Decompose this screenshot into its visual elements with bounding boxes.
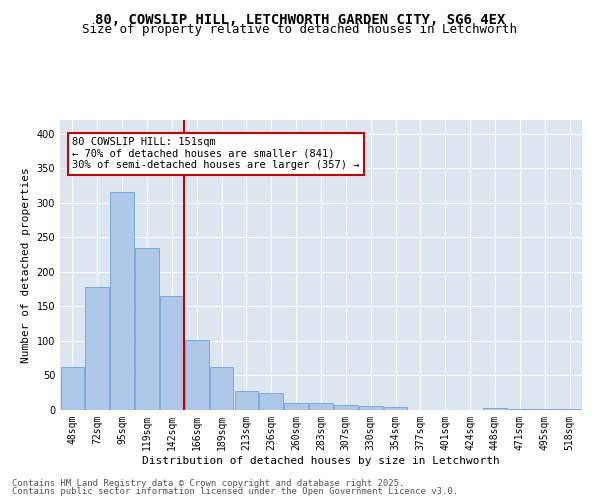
Bar: [259, 394, 283, 410]
Bar: [558, 408, 581, 410]
Text: 80 COWSLIP HILL: 151sqm
← 70% of detached houses are smaller (841)
30% of semi-d: 80 COWSLIP HILL: 151sqm ← 70% of detache…: [73, 138, 360, 170]
Bar: [483, 408, 507, 410]
Bar: [284, 403, 308, 410]
Text: Contains public sector information licensed under the Open Government Licence v3: Contains public sector information licen…: [12, 487, 458, 496]
Bar: [185, 340, 209, 410]
Text: 80, COWSLIP HILL, LETCHWORTH GARDEN CITY, SG6 4EX: 80, COWSLIP HILL, LETCHWORTH GARDEN CITY…: [95, 12, 505, 26]
Bar: [210, 367, 233, 410]
X-axis label: Distribution of detached houses by size in Letchworth: Distribution of detached houses by size …: [142, 456, 500, 466]
Bar: [61, 366, 84, 410]
Bar: [384, 407, 407, 410]
Y-axis label: Number of detached properties: Number of detached properties: [21, 167, 31, 363]
Bar: [235, 390, 258, 410]
Text: Contains HM Land Registry data © Crown copyright and database right 2025.: Contains HM Land Registry data © Crown c…: [12, 478, 404, 488]
Bar: [359, 406, 383, 410]
Bar: [309, 403, 333, 410]
Bar: [135, 248, 159, 410]
Bar: [110, 192, 134, 410]
Text: Size of property relative to detached houses in Letchworth: Size of property relative to detached ho…: [83, 22, 517, 36]
Bar: [85, 287, 109, 410]
Bar: [334, 405, 358, 410]
Bar: [160, 296, 184, 410]
